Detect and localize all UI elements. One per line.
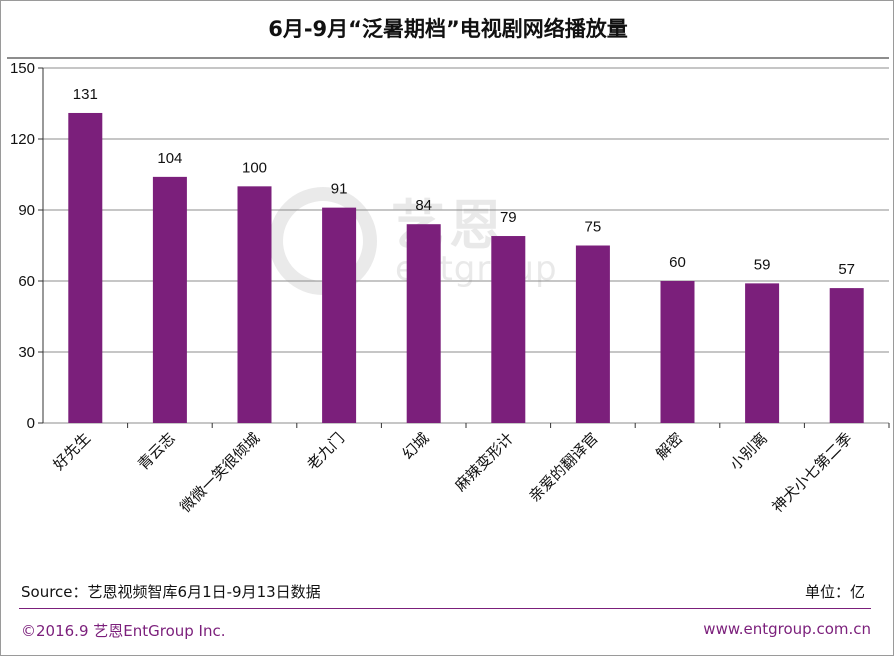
y-tick-label: 0 [27,415,35,432]
chart-title: 6月-9月“泛暑期档”电视剧网络播放量 [268,17,628,41]
data-label: 131 [73,86,98,103]
data-label: 57 [838,261,855,278]
bar [745,283,780,423]
bar [237,186,272,423]
data-label: 84 [415,197,432,214]
bar [406,224,441,423]
category-label: 解密 [652,429,686,463]
category-label: 好先生 [50,429,95,474]
category-label: 麻辣变形计 [451,429,517,495]
title-divider [7,57,889,59]
source-note: Source：艺恩视频智库6月1日-9月13日数据 [21,583,321,601]
bar [660,281,695,423]
data-label: 104 [157,150,182,167]
data-label: 91 [331,181,348,198]
data-label: 100 [242,159,267,176]
y-tick-label: 120 [10,131,35,148]
data-label: 60 [669,254,686,271]
footer-divider [19,608,871,609]
category-label: 青云志 [134,429,179,474]
bar [575,245,610,423]
bar [829,288,864,423]
bar [152,176,187,423]
y-tick-label: 90 [18,202,35,219]
bar [491,236,526,423]
data-label: 75 [585,219,602,236]
copyright-text: ©2016.9 艺恩EntGroup Inc. [21,622,226,640]
y-tick-label: 60 [18,273,35,290]
unit-note: 单位：亿 [804,583,865,601]
website-link[interactable]: www.entgroup.com.cn [703,620,871,638]
category-label: 神犬小七第二季 [769,429,856,516]
data-label: 79 [500,209,517,226]
bar [68,112,103,423]
category-label: 小别离 [726,429,771,474]
category-label: 老九门 [303,429,348,474]
bar-chart: 0 30 60 90 120 150 131 好先生 104 青云志 100 微微一笑很倾城 91 老九门… [10,60,890,516]
y-tick-label: 150 [10,60,35,77]
category-label: 亲爱的翻译官 [525,429,601,505]
data-label: 59 [754,256,771,273]
category-label: 幻城 [399,429,433,463]
category-label: 微微一笑很倾城 [176,429,263,516]
y-tick-label: 30 [18,344,35,361]
bar [322,207,357,423]
